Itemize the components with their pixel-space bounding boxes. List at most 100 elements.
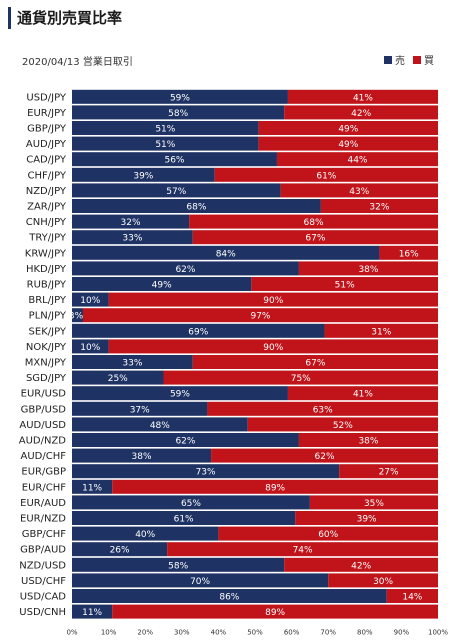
buy-value-label: 51% (335, 281, 355, 291)
sell-value-label: 62% (175, 437, 195, 447)
sell-value-label: 40% (135, 530, 155, 540)
category-label: SGD/JPY (26, 373, 67, 384)
buy-value-label: 31% (371, 327, 391, 337)
sell-value-label: 73% (196, 468, 216, 478)
date-label: 2020/04/13 営業日取引 (22, 57, 133, 68)
sell-bar (72, 386, 288, 401)
category-label: NZD/JPY (26, 186, 67, 197)
sell-value-label: 10% (80, 343, 100, 353)
sell-bar (72, 526, 219, 541)
sell-value-label: 58% (168, 561, 188, 571)
buy-bar (287, 89, 438, 104)
sell-bar (72, 89, 288, 104)
sell-value-label: 11% (82, 483, 102, 493)
x-tick-label: 60% (284, 628, 300, 636)
category-label: MXN/JPY (25, 358, 67, 369)
category-label: RUB/JPY (27, 280, 67, 291)
x-tick-label: 50% (247, 628, 263, 636)
buy-value-label: 44% (347, 156, 367, 166)
buy-bar (251, 277, 438, 291)
buy-value-label: 49% (338, 140, 358, 150)
category-label: KRW/JPY (25, 248, 67, 259)
legend-buy-swatch (413, 55, 421, 64)
sell-value-label: 51% (155, 140, 175, 150)
sell-value-label: 65% (181, 499, 201, 509)
sell-value-label: 32% (121, 218, 141, 228)
category-label: GBP/JPY (27, 124, 67, 135)
buy-bar (211, 448, 438, 463)
sell-value-label: 59% (170, 93, 190, 103)
category-label: BRL/JPY (28, 295, 67, 306)
category-label: EUR/NZD (20, 514, 66, 525)
buy-value-label: 41% (353, 93, 373, 103)
buy-value-label: 14% (402, 593, 422, 603)
sell-bar (72, 183, 281, 198)
buy-bar (379, 245, 438, 260)
category-label: PLN/JPY (29, 311, 67, 322)
buy-bar (284, 557, 438, 572)
buy-value-label: 89% (265, 483, 285, 493)
buy-value-label: 62% (315, 452, 335, 462)
buy-bar (218, 526, 438, 541)
sell-bar (72, 261, 299, 276)
buy-value-label: 49% (338, 125, 358, 135)
buy-value-label: 43% (349, 187, 369, 197)
sell-bar (72, 479, 113, 494)
category-label: EUR/CHF (22, 482, 66, 493)
buy-bar (247, 417, 438, 432)
x-tick-label: 20% (137, 628, 153, 636)
sell-value-label: 26% (110, 546, 130, 556)
x-tick-label: 70% (320, 628, 336, 636)
buy-value-label: 97% (250, 312, 270, 322)
buy-bar (108, 292, 438, 307)
buy-bar (298, 261, 438, 276)
sell-bar (72, 433, 299, 447)
buy-bar (163, 370, 438, 385)
sell-bar (72, 167, 215, 182)
buy-bar (192, 355, 438, 369)
buy-bar (112, 604, 438, 619)
sell-bar (72, 308, 83, 323)
category-label: TRY/JPY (28, 233, 67, 244)
category-label: AUD/JPY (26, 139, 67, 150)
category-label: GBP/USD (21, 404, 67, 415)
buy-bar (295, 511, 438, 525)
buy-bar (287, 386, 438, 401)
buy-value-label: 27% (379, 468, 399, 478)
sell-bar (72, 401, 208, 416)
sell-bar (72, 152, 277, 167)
buy-bar (82, 308, 438, 323)
legend-buy-label: 買 (424, 56, 434, 67)
sell-value-label: 59% (170, 390, 190, 400)
category-label: USD/CAD (20, 592, 67, 603)
buy-bar (258, 121, 438, 135)
x-tick-label: 10% (101, 628, 117, 636)
category-label: GBP/CHF (22, 529, 67, 540)
category-label: GBP/AUD (20, 545, 66, 556)
sell-bar (72, 323, 325, 338)
x-tick-label: 80% (357, 628, 373, 636)
buy-bar (320, 199, 438, 213)
buy-value-label: 74% (293, 546, 313, 556)
sell-bar (72, 589, 387, 603)
x-tick-label: 90% (394, 628, 410, 636)
buy-bar (167, 542, 438, 557)
legend-sell: 売 (384, 52, 405, 67)
category-label: EUR/GBP (21, 467, 66, 478)
category-label: AUD/CHF (21, 451, 67, 462)
buy-value-label: 35% (364, 499, 384, 509)
buy-value-label: 52% (333, 421, 353, 431)
sell-value-label: 57% (166, 187, 186, 197)
sell-value-label: 33% (122, 359, 142, 369)
sell-bar (72, 464, 340, 479)
sell-bar (72, 339, 109, 354)
buy-value-label: 30% (373, 577, 393, 587)
sell-bar (72, 495, 310, 510)
sell-value-label: 62% (175, 265, 195, 275)
category-label: CHF/JPY (28, 170, 67, 181)
buy-value-label: 75% (291, 374, 311, 384)
buy-value-label: 60% (318, 530, 338, 540)
sell-value-label: 58% (168, 109, 188, 119)
category-label: USD/CHF (21, 576, 66, 587)
category-label: EUR/USD (21, 389, 67, 400)
